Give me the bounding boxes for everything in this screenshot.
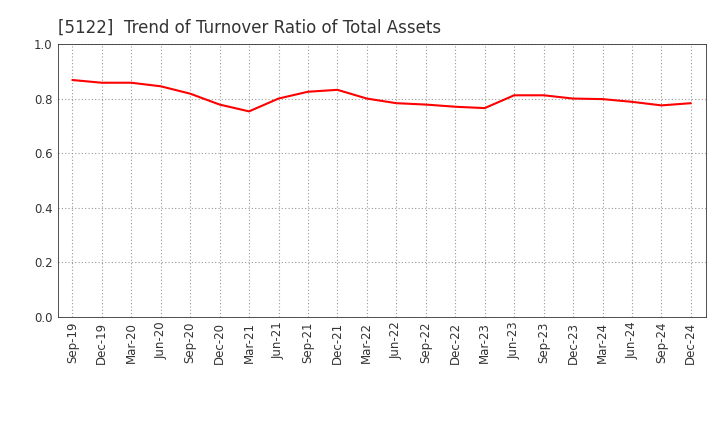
Text: [5122]  Trend of Turnover Ratio of Total Assets: [5122] Trend of Turnover Ratio of Total … xyxy=(58,19,441,37)
